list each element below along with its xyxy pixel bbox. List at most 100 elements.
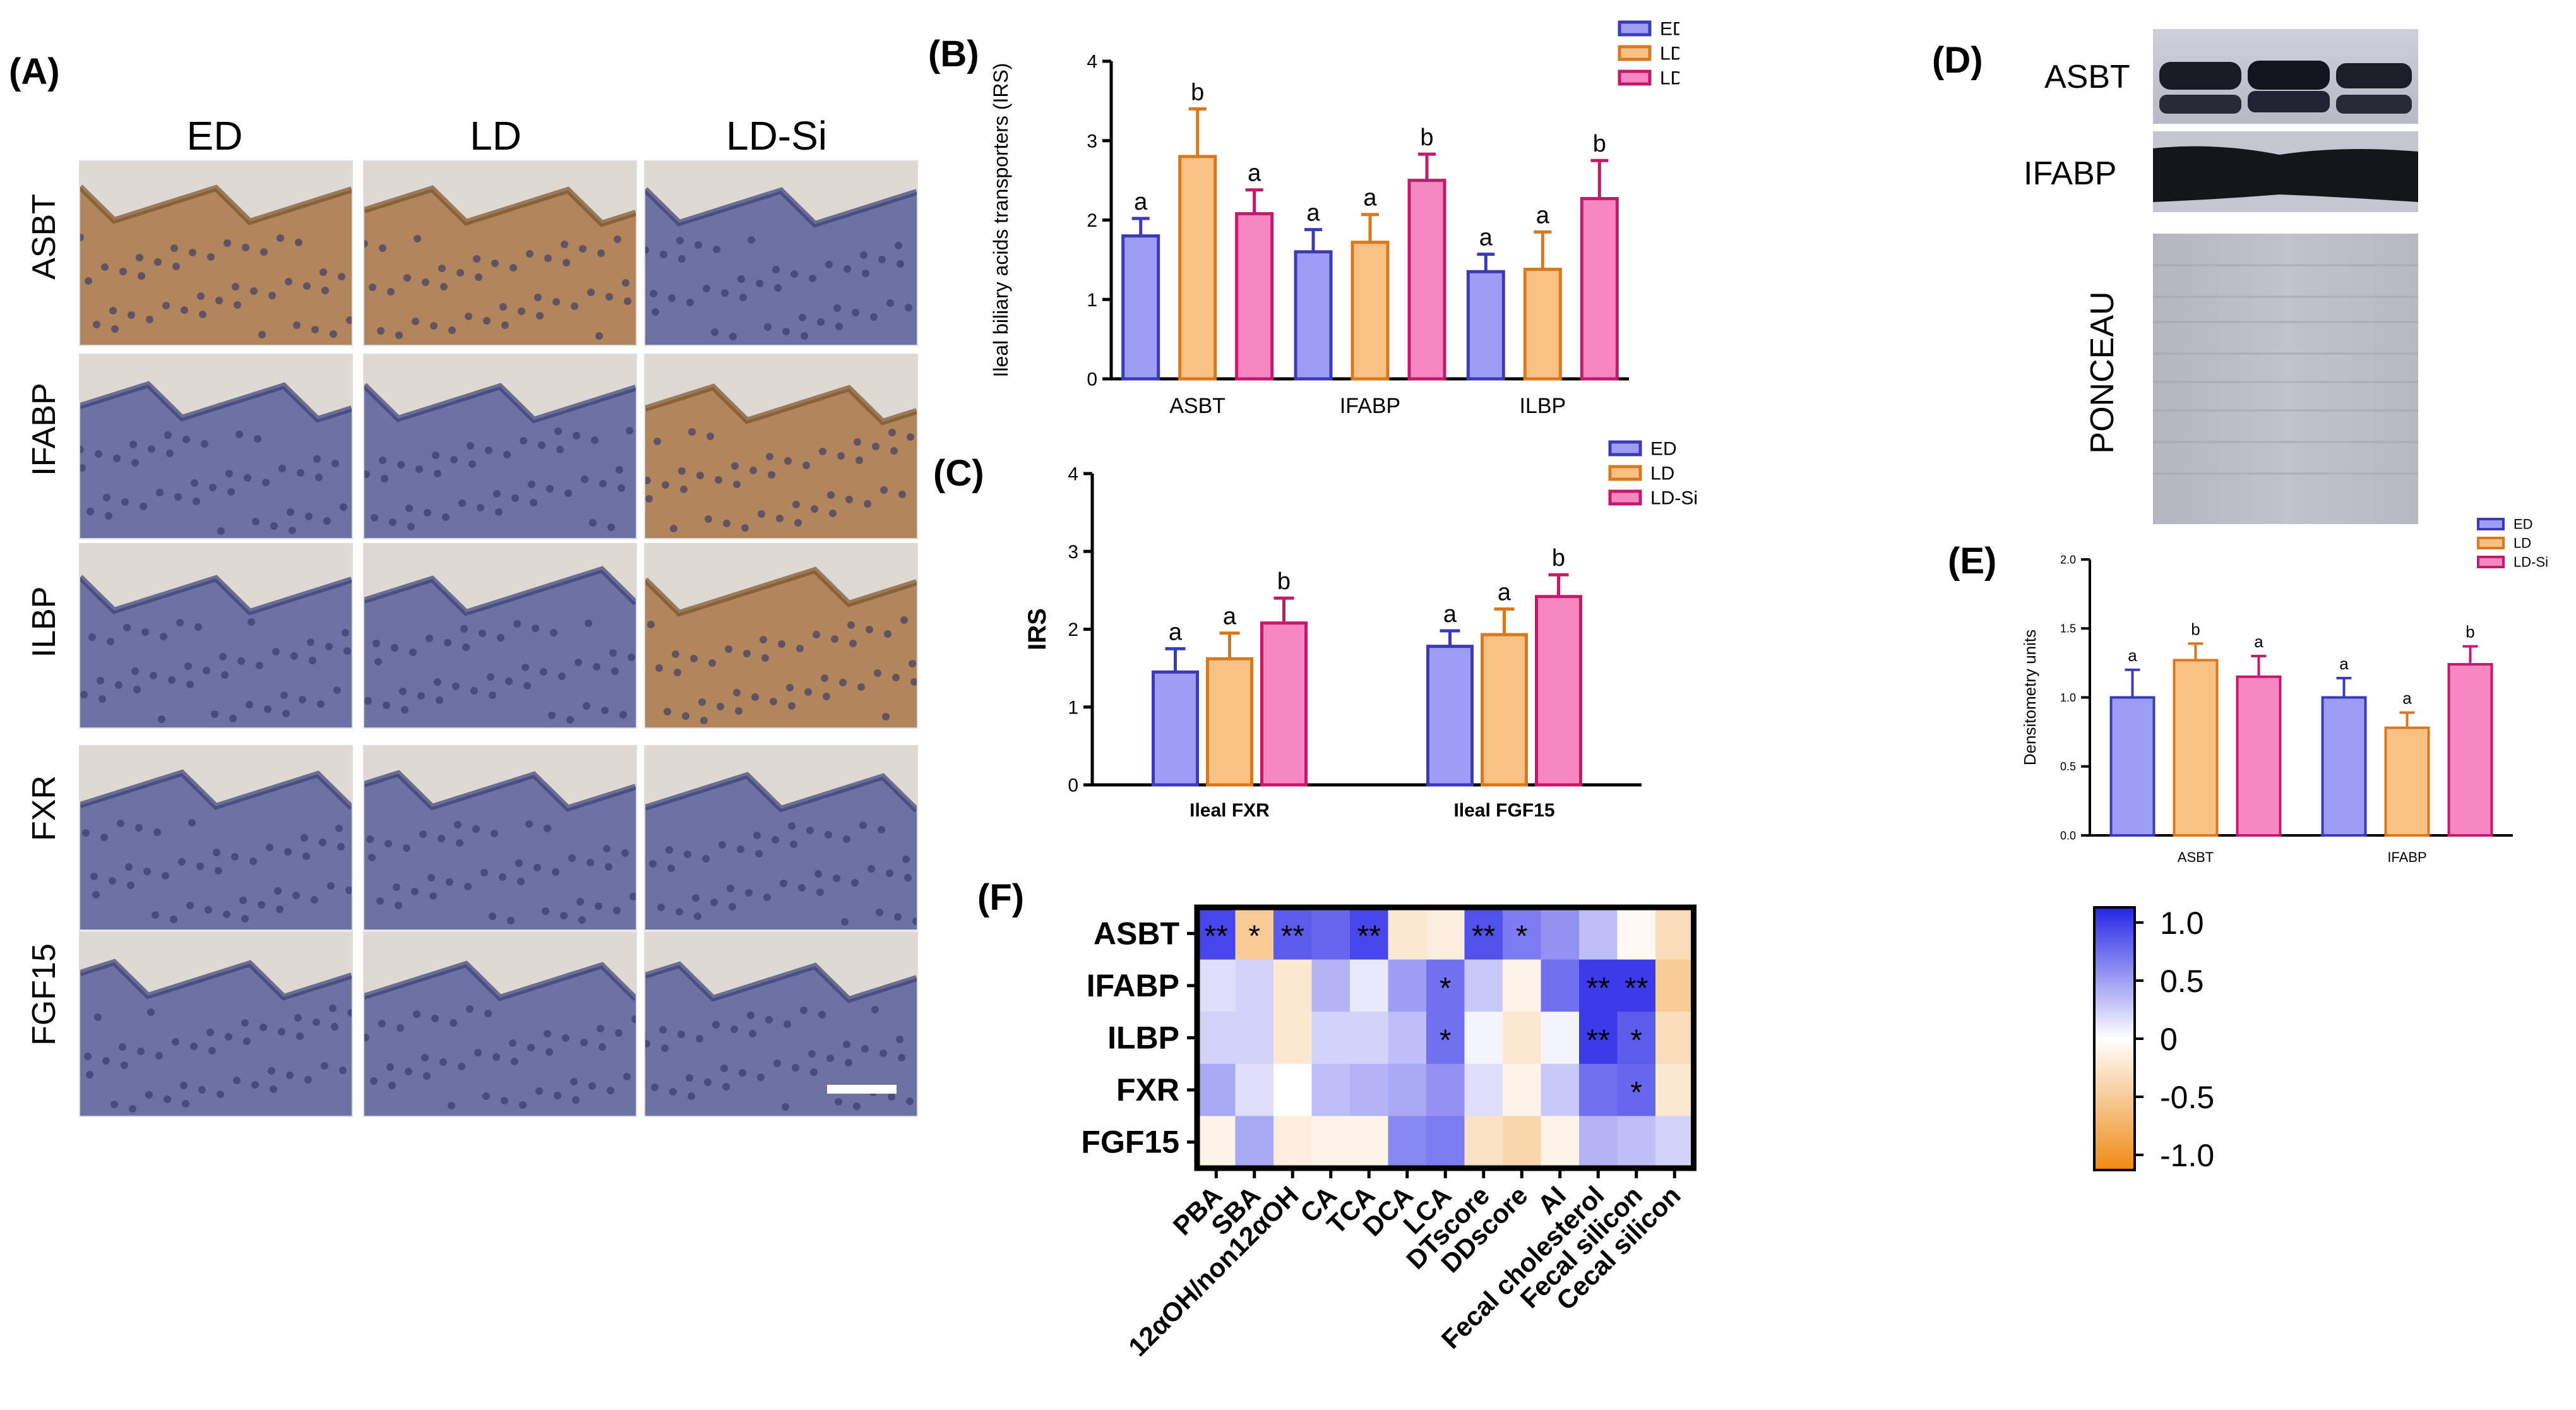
cell-nucleus (661, 1044, 669, 1052)
cell-nucleus (599, 480, 607, 487)
heatmap-row-label: FGF15 (1081, 1125, 1179, 1160)
cell-nucleus (147, 1008, 155, 1016)
row-label-asbt: ASBT (26, 194, 63, 280)
cell-nucleus (605, 863, 612, 871)
cell-nucleus (153, 828, 161, 836)
cell-nucleus (501, 321, 509, 329)
cell-nucleus (468, 460, 476, 468)
heatmap-cell (1197, 959, 1236, 1012)
cell-nucleus (80, 234, 84, 241)
heatmap-cell (1503, 959, 1541, 1012)
cell-nucleus (544, 1030, 551, 1037)
colorbar-tick-label: 0 (2160, 1022, 2178, 1057)
cell-nucleus (464, 883, 472, 890)
cell-nucleus (442, 513, 450, 521)
heatmap-cell (1464, 1116, 1503, 1169)
cell-nucleus (477, 504, 484, 511)
cell-nucleus (121, 1061, 128, 1069)
cell-nucleus (489, 691, 496, 699)
cell-nucleus (564, 489, 572, 497)
legend-label-ld: LD (2513, 535, 2531, 551)
cell-nucleus (686, 1074, 693, 1082)
cell-nucleus (538, 441, 546, 449)
y-tick-label: 2 (1068, 619, 1078, 640)
cell-nucleus (440, 283, 448, 290)
y-tick-label: 3 (1068, 542, 1078, 563)
y-tick-label: 2 (1087, 210, 1097, 231)
heatmap-cell (1503, 1116, 1541, 1169)
cell-nucleus (617, 484, 625, 492)
heatmap-cell (1655, 1063, 1694, 1116)
cell-nucleus (515, 859, 523, 867)
micrograph-fxr-ld (363, 745, 637, 931)
cell-nucleus (205, 906, 212, 914)
cell-nucleus (645, 495, 653, 503)
cell-nucleus (755, 850, 763, 857)
micrograph-asbt-ed (79, 160, 353, 346)
cell-nucleus (331, 1023, 338, 1031)
cell-nucleus (587, 859, 594, 866)
cell-nucleus (674, 669, 681, 676)
cell-nucleus (194, 623, 202, 631)
significance-stars: ** (1281, 919, 1304, 953)
y-tick-label: 1 (1068, 697, 1078, 718)
legend-swatch-ld-si (2477, 556, 2505, 568)
heatmap-cell (1350, 1063, 1388, 1116)
cell-nucleus (774, 284, 782, 292)
bar-ed (1426, 645, 1474, 787)
cell-nucleus (397, 1024, 404, 1032)
cell-nucleus (203, 667, 210, 674)
cell-nucleus (756, 280, 763, 287)
heatmap-cell (1273, 1116, 1312, 1169)
cell-nucleus (578, 916, 586, 924)
cell-nucleus (684, 851, 691, 858)
cell-nucleus (660, 251, 667, 258)
cell-nucleus (217, 527, 225, 535)
cell-nucleus (678, 467, 686, 475)
cell-nucleus (466, 1005, 474, 1013)
cell-nucleus (409, 648, 417, 656)
cell-nucleus (219, 653, 227, 660)
cell-nucleus (282, 710, 290, 717)
cell-nucleus (254, 435, 261, 443)
bar-ld (1178, 155, 1217, 381)
cell-nucleus (628, 654, 635, 661)
cell-nucleus (723, 520, 730, 527)
micrograph-fgf15-ld-si (644, 931, 918, 1117)
cell-nucleus (301, 834, 308, 842)
cell-nucleus (818, 1011, 826, 1019)
heatmap-cell (1350, 1116, 1388, 1169)
cell-nucleus (373, 640, 380, 647)
cell-nucleus (450, 1019, 457, 1027)
cell-nucleus (424, 509, 431, 517)
cell-nucleus (905, 304, 912, 311)
cell-nucleus (379, 244, 386, 252)
cell-nucleus (172, 1038, 179, 1046)
cell-nucleus (364, 1034, 369, 1041)
cell-nucleus (419, 830, 427, 838)
cell-nucleus (645, 246, 649, 254)
panel-b-label: (B) (928, 33, 979, 75)
heatmap-cell (1235, 907, 1274, 960)
cell-nucleus (852, 309, 859, 316)
legend-label-ld-si: LD-Si (1660, 68, 1679, 89)
cell-nucleus (313, 1019, 320, 1026)
legend-label-ed: ED (2513, 517, 2533, 532)
legend-label-ld: LD (1660, 44, 1679, 64)
cell-nucleus (695, 241, 702, 249)
cell-nucleus (90, 873, 98, 880)
cell-nucleus (182, 1100, 189, 1108)
cell-nucleus (211, 710, 218, 718)
significance-letter: a (1169, 619, 1183, 645)
ponceau-stain (2153, 234, 2418, 524)
cell-nucleus (403, 844, 410, 852)
cell-nucleus (448, 1102, 455, 1109)
cell-nucleus (313, 455, 321, 463)
cell-nucleus (782, 1103, 789, 1111)
heatmap-cell (1541, 959, 1580, 1012)
cell-nucleus (103, 494, 110, 501)
cell-nucleus (162, 302, 170, 309)
legend-swatch-ld-si (1608, 489, 1642, 506)
significance-letter: a (1363, 185, 1377, 212)
cell-nucleus (430, 322, 438, 330)
